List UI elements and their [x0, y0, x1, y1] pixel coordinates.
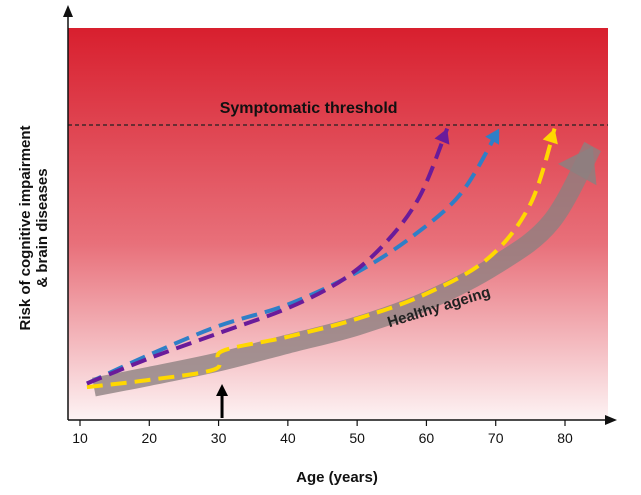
series-healthy-ageing-line: [92, 141, 602, 397]
series-risk-2-arrowhead: [485, 128, 500, 145]
x-axis-title: Age (years): [296, 469, 378, 486]
x-tick-label-70: 70: [488, 430, 504, 446]
y-axis-title-line2: & brain diseases: [34, 168, 51, 287]
x-tick-label-50: 50: [349, 430, 365, 446]
plot-background: [68, 28, 608, 420]
x-tick-label-40: 40: [280, 430, 296, 446]
x-tick-layer: 10 20 30 40 50 60 70 80: [72, 420, 573, 446]
series-risk-3-line: [86, 127, 557, 390]
x-tick-label-60: 60: [419, 430, 435, 446]
series-risk-3-arrowhead: [542, 128, 558, 145]
x-tick-label-80: 80: [557, 430, 573, 446]
y-axis-title-line1: Risk of cognitive impairment: [17, 125, 34, 330]
series-risk-1-arrowhead: [434, 128, 450, 145]
x-tick-label-30: 30: [211, 430, 227, 446]
threshold-label: Symptomatic threshold: [220, 100, 398, 117]
series-healthy-ageing-arrowhead: [558, 146, 597, 186]
series-risk-1-line: [86, 127, 450, 386]
onset-marker-arrow: [216, 384, 229, 418]
x-tick-label-20: 20: [141, 430, 157, 446]
y-axis: [63, 5, 73, 420]
x-tick-label-10: 10: [72, 430, 88, 446]
x-axis: [68, 415, 617, 425]
